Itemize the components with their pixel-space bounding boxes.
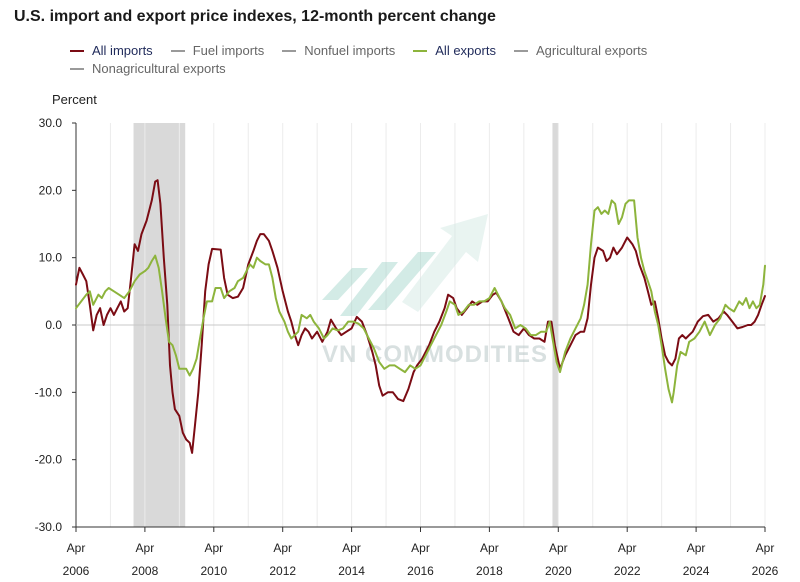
y-axis-label: Percent: [52, 92, 97, 107]
y-tick-label: -20.0: [35, 453, 63, 467]
legend-swatch: [282, 49, 297, 52]
y-tick-label: 10.0: [39, 251, 63, 265]
y-tick-label: 0.0: [45, 318, 62, 332]
x-tick-year: 2024: [683, 564, 710, 578]
legend-swatch: [513, 49, 528, 52]
legend-label: Nonfuel imports: [304, 43, 396, 58]
x-tick-month: Apr: [549, 541, 568, 555]
legend-swatch: [70, 49, 84, 52]
x-tick-year: 2008: [132, 564, 159, 578]
x-tick-year: 2020: [545, 564, 572, 578]
axes: [72, 122, 766, 532]
x-tick-month: Apr: [411, 541, 430, 555]
y-tick-label: -10.0: [35, 385, 63, 399]
y-tick-label: 30.0: [39, 116, 63, 130]
x-tick-month: Apr: [204, 541, 223, 555]
legend-swatch: [170, 49, 185, 52]
x-tick-year: 2012: [269, 564, 296, 578]
legend-swatch: [413, 49, 428, 52]
legend-item: Nonfuel imports: [282, 42, 395, 60]
series-lines: [75, 179, 766, 454]
legend-label: Nonagricultural exports: [92, 61, 226, 76]
legend-item: Fuel imports: [170, 42, 265, 60]
x-tick-month: Apr: [136, 541, 155, 555]
legend-label: Agricultural exports: [535, 43, 648, 58]
x-tick-year: 2022: [614, 564, 641, 578]
x-tick-year: 2010: [200, 564, 227, 578]
watermark-logo-icon: [322, 214, 488, 316]
x-tick-year: 2006: [63, 564, 90, 578]
x-tick-month: Apr: [342, 541, 361, 555]
legend: All imports Fuel imports Nonfuel imports Al…: [70, 42, 770, 78]
watermark: VN COMMODITIES: [322, 214, 548, 368]
x-tick-year: 2018: [476, 564, 503, 578]
x-tick-year: 2016: [407, 564, 434, 578]
x-tick-year: 2026: [752, 564, 779, 578]
x-tick-month: Apr: [480, 541, 499, 555]
x-tick-month: Apr: [687, 541, 706, 555]
x-tick-month: Apr: [67, 541, 86, 555]
legend-item: Nonagricultural exports: [70, 60, 226, 78]
x-tick-year: 2014: [338, 564, 365, 578]
chart-title: U.S. import and export price indexes, 12…: [14, 8, 496, 25]
x-tick-month: Apr: [618, 541, 637, 555]
watermark-text: VN COMMODITIES: [322, 341, 548, 368]
x-tick-month: Apr: [756, 541, 775, 555]
y-tick-label: -30.0: [35, 520, 63, 534]
legend-swatch: [70, 67, 84, 70]
axis-labels: 30.0 20.0 10.0 0.0 -10.0 -20.0 -30.0 Percent Apr…: [35, 92, 779, 578]
y-tick-label: 20.0: [39, 183, 63, 197]
series-line-all-exports: [75, 199, 766, 404]
legend-label: Fuel imports: [192, 43, 265, 58]
legend-item: Agricultural exports: [513, 42, 648, 60]
legend-item: All exports: [413, 42, 496, 60]
legend-item: All imports: [70, 42, 153, 60]
x-tick-month: Apr: [273, 541, 292, 555]
legend-label: All exports: [435, 43, 496, 58]
legend-label: All imports: [92, 43, 153, 58]
